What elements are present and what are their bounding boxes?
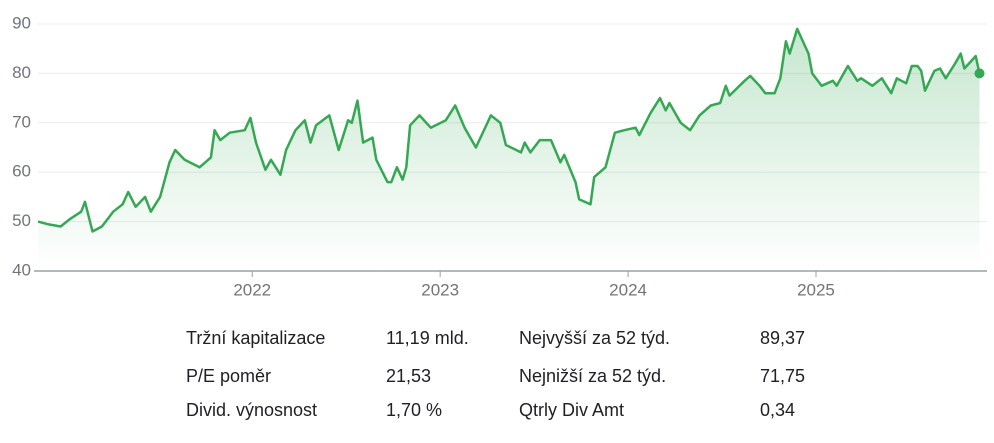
stat-value: 21,53 xyxy=(386,366,431,386)
x-tick-label: 2024 xyxy=(609,280,647,299)
stat-label: Qtrly Div Amt xyxy=(519,400,624,420)
stat-value: 71,75 xyxy=(760,366,805,386)
stat-label: Nejnižší za 52 týd. xyxy=(519,366,666,386)
last-point xyxy=(974,68,985,79)
x-tick-label: 2025 xyxy=(797,280,835,299)
x-tick-label: 2023 xyxy=(421,280,459,299)
line xyxy=(37,27,981,233)
y-tick-label: 50 xyxy=(12,211,31,230)
stat-label: P/E poměr xyxy=(186,366,271,386)
y-tick-label: 90 xyxy=(12,13,31,32)
area xyxy=(38,28,980,272)
stat-value: 0,34 xyxy=(760,400,795,420)
x-tick-label: 2022 xyxy=(233,280,271,299)
stat-label: Nejvyšší za 52 týd. xyxy=(519,328,670,348)
stat-value: 89,37 xyxy=(760,328,805,348)
y-tick-label: 80 xyxy=(12,63,31,82)
stat-value: 1,70 % xyxy=(386,400,442,420)
y-tick-label: 40 xyxy=(12,260,31,279)
stat-value: 11,19 mld. xyxy=(386,328,469,348)
y-tick-label: 70 xyxy=(12,112,31,131)
stat-label: Tržní kapitalizace xyxy=(186,328,325,348)
y-tick-label: 60 xyxy=(12,162,31,181)
stat-label: Divid. výnosnost xyxy=(186,400,317,420)
